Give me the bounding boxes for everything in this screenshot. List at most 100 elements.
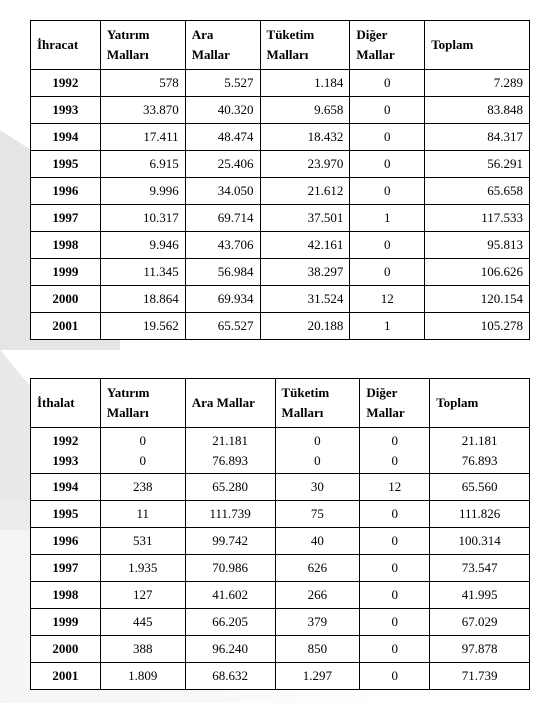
value-cell: 65.280	[185, 474, 275, 501]
year-cell: 1996	[31, 178, 101, 205]
value-cell: 41.995	[430, 582, 530, 609]
value-cell: 21.18176.893	[185, 428, 275, 474]
col-header: AraMallar	[185, 21, 260, 70]
value-cell: 238	[100, 474, 185, 501]
value-cell: 0	[360, 582, 430, 609]
value-cell: 38.297	[260, 259, 350, 286]
year-cell: 1997	[31, 555, 101, 582]
year-cell: 2001	[31, 663, 101, 690]
value-cell: 0	[350, 70, 425, 97]
value-cell: 33.870	[100, 97, 185, 124]
year-cell: 2000	[31, 636, 101, 663]
value-cell: 1.935	[100, 555, 185, 582]
value-cell: 111.826	[430, 501, 530, 528]
value-cell: 0	[360, 609, 430, 636]
value-cell: 105.278	[425, 313, 530, 340]
col-header: Toplam	[425, 21, 530, 70]
import-table-body: 199219930021.18176.893000021.18176.89319…	[31, 428, 530, 690]
value-cell: 99.742	[185, 528, 275, 555]
value-cell: 531	[100, 528, 185, 555]
value-cell: 65.560	[430, 474, 530, 501]
value-cell: 40.320	[185, 97, 260, 124]
value-cell: 100.314	[430, 528, 530, 555]
year-cell: 1999	[31, 609, 101, 636]
value-cell: 0	[360, 636, 430, 663]
table-row: 19956.91525.40623.970056.291	[31, 151, 530, 178]
value-cell: 75	[275, 501, 360, 528]
year-cell: 1996	[31, 528, 101, 555]
value-cell: 43.706	[185, 232, 260, 259]
value-cell: 40	[275, 528, 360, 555]
value-cell: 30	[275, 474, 360, 501]
value-cell: 31.524	[260, 286, 350, 313]
value-cell: 9.946	[100, 232, 185, 259]
value-cell: 1	[350, 205, 425, 232]
value-cell: 379	[275, 609, 360, 636]
value-cell: 73.547	[430, 555, 530, 582]
table-row: 199423865.280301265.560	[31, 474, 530, 501]
value-cell: 11	[100, 501, 185, 528]
export-table-body: 19925785.5271.18407.289199333.87040.3209…	[31, 70, 530, 340]
value-cell: 97.878	[430, 636, 530, 663]
value-cell: 56.291	[425, 151, 530, 178]
value-cell: 34.050	[185, 178, 260, 205]
year-cell: 1998	[31, 582, 101, 609]
header-text: DiğerMallar	[366, 385, 423, 421]
value-cell: 18.864	[100, 286, 185, 313]
value-cell: 71.739	[430, 663, 530, 690]
col-header: TüketimMalları	[260, 21, 350, 70]
table-row: 199710.31769.71437.5011117.533	[31, 205, 530, 232]
col-header: YatırımMalları	[100, 21, 185, 70]
table-row: 19971.93570.986626073.547	[31, 555, 530, 582]
year-cell: 1992	[31, 70, 101, 97]
table-row: 200018.86469.93431.52412120.154	[31, 286, 530, 313]
value-cell: 25.406	[185, 151, 260, 178]
value-cell: 0	[360, 663, 430, 690]
value-cell: 68.632	[185, 663, 275, 690]
value-cell: 9.996	[100, 178, 185, 205]
value-cell: 578	[100, 70, 185, 97]
table-row: 199511111.739750111.826	[31, 501, 530, 528]
value-cell: 5.527	[185, 70, 260, 97]
value-cell: 00	[360, 428, 430, 474]
value-cell: 0	[350, 232, 425, 259]
table-row: 200038896.240850097.878	[31, 636, 530, 663]
value-cell: 850	[275, 636, 360, 663]
header-text: TüketimMalları	[282, 385, 354, 421]
value-cell: 65.658	[425, 178, 530, 205]
value-cell: 0	[360, 501, 430, 528]
value-cell: 0	[350, 259, 425, 286]
year-cell: 2000	[31, 286, 101, 313]
import-table: İthalat YatırımMalları Ara Mallar Tüketi…	[30, 378, 530, 690]
header-text: AraMallar	[192, 27, 254, 63]
table-row: 20011.80968.6321.297071.739	[31, 663, 530, 690]
table-row: 199944566.205379067.029	[31, 609, 530, 636]
year-cell: 1993	[31, 97, 101, 124]
year-cell: 2001	[31, 313, 101, 340]
value-cell: 70.986	[185, 555, 275, 582]
value-cell: 95.813	[425, 232, 530, 259]
value-cell: 266	[275, 582, 360, 609]
table-row: 199333.87040.3209.658083.848	[31, 97, 530, 124]
value-cell: 1.297	[275, 663, 360, 690]
value-cell: 1.809	[100, 663, 185, 690]
table-row: 199911.34556.98438.2970106.626	[31, 259, 530, 286]
value-cell: 11.345	[100, 259, 185, 286]
table-row: 199417.41148.47418.432084.317	[31, 124, 530, 151]
value-cell: 48.474	[185, 124, 260, 151]
value-cell: 7.289	[425, 70, 530, 97]
value-cell: 23.970	[260, 151, 350, 178]
year-cell: 19921993	[31, 428, 101, 474]
col-header: İthalat	[31, 379, 101, 428]
value-cell: 626	[275, 555, 360, 582]
header-text: Ara Mallar	[192, 395, 255, 410]
value-cell: 6.915	[100, 151, 185, 178]
table-row: 199653199.742400100.314	[31, 528, 530, 555]
value-cell: 21.612	[260, 178, 350, 205]
value-cell: 1.184	[260, 70, 350, 97]
value-cell: 0	[350, 178, 425, 205]
col-header: Toplam	[430, 379, 530, 428]
value-cell: 388	[100, 636, 185, 663]
header-text: DiğerMallar	[356, 27, 418, 63]
year-cell: 1995	[31, 501, 101, 528]
